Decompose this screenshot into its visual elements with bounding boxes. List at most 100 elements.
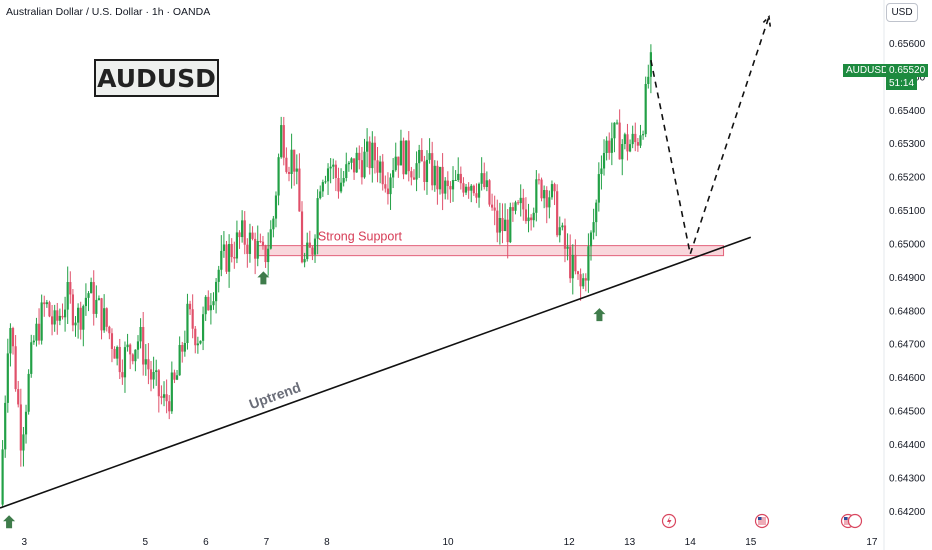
uptrend-label: Uptrend (247, 379, 303, 412)
uptrend-line[interactable] (0, 236, 752, 509)
candle-body (6, 353, 9, 403)
x-tick-label: 3 (21, 537, 27, 548)
candle-body (597, 174, 600, 203)
candle-body (74, 322, 77, 326)
support-label: Strong Support (318, 230, 403, 244)
y-tick-label: 0.64600 (889, 373, 926, 384)
candle-body (209, 305, 212, 311)
candle-body (313, 238, 317, 255)
up-arrow-icon (593, 308, 606, 322)
candle-body (100, 298, 103, 331)
candle-body (220, 250, 223, 270)
candle-body (152, 372, 155, 380)
candle-body (569, 246, 572, 279)
candle-body (389, 177, 392, 195)
y-tick-label: 0.65200 (889, 173, 926, 184)
candle-body (199, 340, 202, 344)
candle-body (160, 396, 163, 398)
candle-body (582, 278, 585, 287)
candle-body (376, 160, 379, 173)
candle-body (121, 372, 124, 378)
candle-body (290, 149, 293, 175)
candle-body (631, 133, 634, 145)
candle-body (214, 281, 218, 302)
candle-body (280, 125, 283, 158)
candle-body (464, 186, 468, 193)
candle-body (415, 163, 418, 180)
y-tick-label: 0.65600 (889, 39, 926, 50)
candle-body (431, 153, 434, 186)
candle-body (589, 232, 593, 247)
candle-body (392, 170, 395, 178)
candle-body (110, 333, 114, 349)
candle-body (212, 301, 215, 306)
candle-body (246, 244, 249, 254)
candle-body (449, 186, 452, 190)
candle-body (69, 282, 72, 295)
candle-body (222, 244, 226, 251)
candle-body (386, 188, 390, 195)
x-tick-label: 6 (203, 537, 209, 548)
x-tick-label: 14 (685, 537, 697, 548)
candle-body (139, 327, 142, 342)
candle-body (191, 309, 194, 329)
candle-body (165, 394, 168, 402)
currency-button[interactable]: USD (886, 3, 918, 22)
candle-body (543, 190, 546, 199)
x-tick-label: 17 (866, 537, 878, 548)
candle-body (540, 179, 543, 199)
candle-body (293, 149, 296, 172)
x-tick-label: 5 (143, 537, 149, 548)
candle-body (355, 152, 358, 173)
candle-body (254, 238, 257, 259)
candle-body (519, 197, 522, 204)
candle-body (196, 343, 199, 346)
price-tag-value: 0.65520 (886, 64, 929, 78)
candle-body (97, 298, 101, 300)
candle-body (303, 259, 306, 263)
flag-canton (844, 517, 848, 520)
candle-body (316, 198, 319, 239)
candle-body (532, 212, 535, 221)
y-tick-label: 0.64200 (889, 507, 926, 518)
candle-body (501, 217, 504, 232)
price-tag-symbol: AUDUSD (843, 64, 892, 78)
candle-body (649, 52, 652, 77)
candle-body (425, 159, 429, 183)
candle-body (282, 125, 285, 158)
candle-body (238, 232, 241, 238)
candle-body (217, 269, 220, 282)
candle-body (118, 346, 121, 373)
candle-body (173, 372, 176, 380)
candle-body (194, 328, 197, 346)
candle-body (201, 314, 205, 341)
candle-body (144, 359, 147, 365)
candle-body (407, 140, 410, 172)
x-tick-label: 8 (324, 537, 330, 548)
symbol-box: AUDUSD (94, 59, 219, 97)
candle-body (300, 211, 304, 263)
price-axis[interactable]: 0.64200 0.64300 0.64400 0.64500 0.64600 0.647… (889, 39, 926, 518)
y-tick-label: 0.65300 (889, 139, 926, 150)
time-axis[interactable]: 3 5 6 7 8 10 12 13 14 15 17 (21, 537, 877, 548)
candle-body (615, 122, 619, 124)
projection-path[interactable] (650, 16, 770, 258)
candle-body (123, 347, 127, 378)
flash-event-icon (661, 513, 677, 529)
candle-body (339, 182, 343, 192)
candle-body (45, 302, 48, 305)
candle-body (394, 156, 397, 171)
candle-body (1, 449, 4, 505)
candle-body (537, 179, 541, 181)
candle-body (576, 271, 580, 275)
candle-body (251, 232, 254, 239)
candle-body (295, 168, 298, 172)
candle-body (17, 389, 20, 405)
candle-body (488, 180, 491, 205)
support-zone[interactable] (256, 245, 725, 257)
candle-body (71, 294, 74, 326)
candle-body (87, 293, 90, 298)
candle-body (92, 282, 95, 314)
candle-body (77, 307, 80, 323)
